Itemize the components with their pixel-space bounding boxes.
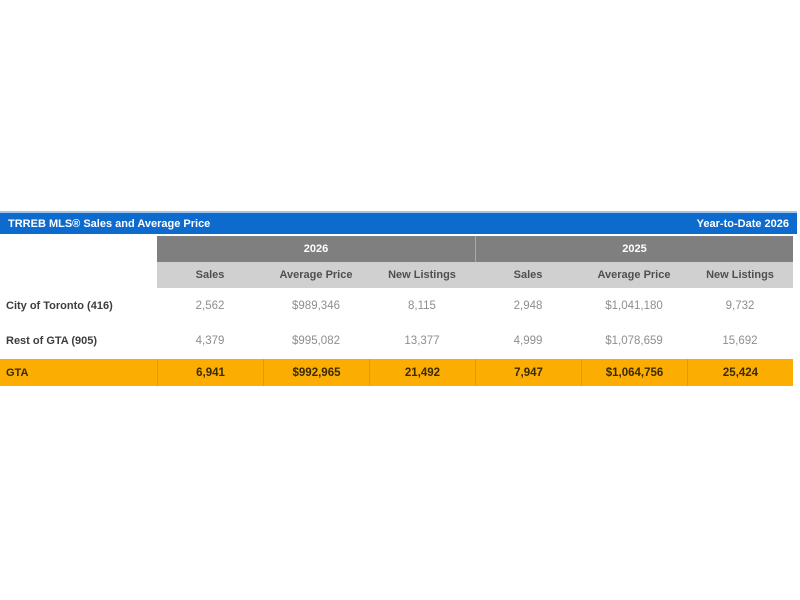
report-title: TRREB MLS® Sales and Average Price — [8, 217, 211, 230]
column-header-sales-2026: Sales — [157, 262, 263, 288]
table-cell: 4,999 — [475, 323, 581, 359]
column-header-average-price-2026: Average Price — [263, 262, 369, 288]
column-header-new-listings-2025: New Listings — [687, 262, 793, 288]
row-label-gta-total: GTA — [0, 359, 157, 386]
report-period-label: Year-to-Date 2026 — [696, 217, 789, 230]
table-cell: $1,041,180 — [581, 288, 687, 323]
table-cell: 13,377 — [369, 323, 475, 359]
report-title-bar: TRREB MLS® Sales and Average Price Year-… — [0, 211, 797, 234]
table-cell: 9,732 — [687, 288, 793, 323]
table-cell-total: 6,941 — [157, 359, 263, 386]
table-cell-total: $992,965 — [263, 359, 369, 386]
column-header-average-price-2025: Average Price — [581, 262, 687, 288]
trreb-report-table: TRREB MLS® Sales and Average Price Year-… — [0, 211, 797, 386]
table-cell-total: 21,492 — [369, 359, 475, 386]
column-header-sales-2025: Sales — [475, 262, 581, 288]
row-label-city-of-toronto: City of Toronto (416) — [0, 288, 157, 323]
year-group-2025: 2025 — [475, 236, 793, 262]
stats-table: 2026 2025 Sales Average Price New Listin… — [0, 236, 793, 386]
table-cell: $989,346 — [263, 288, 369, 323]
table-cell: $995,082 — [263, 323, 369, 359]
table-cell: 8,115 — [369, 288, 475, 323]
table-cell: $1,078,659 — [581, 323, 687, 359]
column-band-corner-spacer — [0, 262, 157, 288]
table-cell-total: $1,064,756 — [581, 359, 687, 386]
table-cell: 2,562 — [157, 288, 263, 323]
table-cell: 15,692 — [687, 323, 793, 359]
column-header-new-listings-2026: New Listings — [369, 262, 475, 288]
year-group-2026: 2026 — [157, 236, 475, 262]
table-cell: 2,948 — [475, 288, 581, 323]
year-band-corner-spacer — [0, 236, 157, 262]
table-cell-total: 7,947 — [475, 359, 581, 386]
table-cell-total: 25,424 — [687, 359, 793, 386]
table-cell: 4,379 — [157, 323, 263, 359]
row-label-rest-of-gta: Rest of GTA (905) — [0, 323, 157, 359]
